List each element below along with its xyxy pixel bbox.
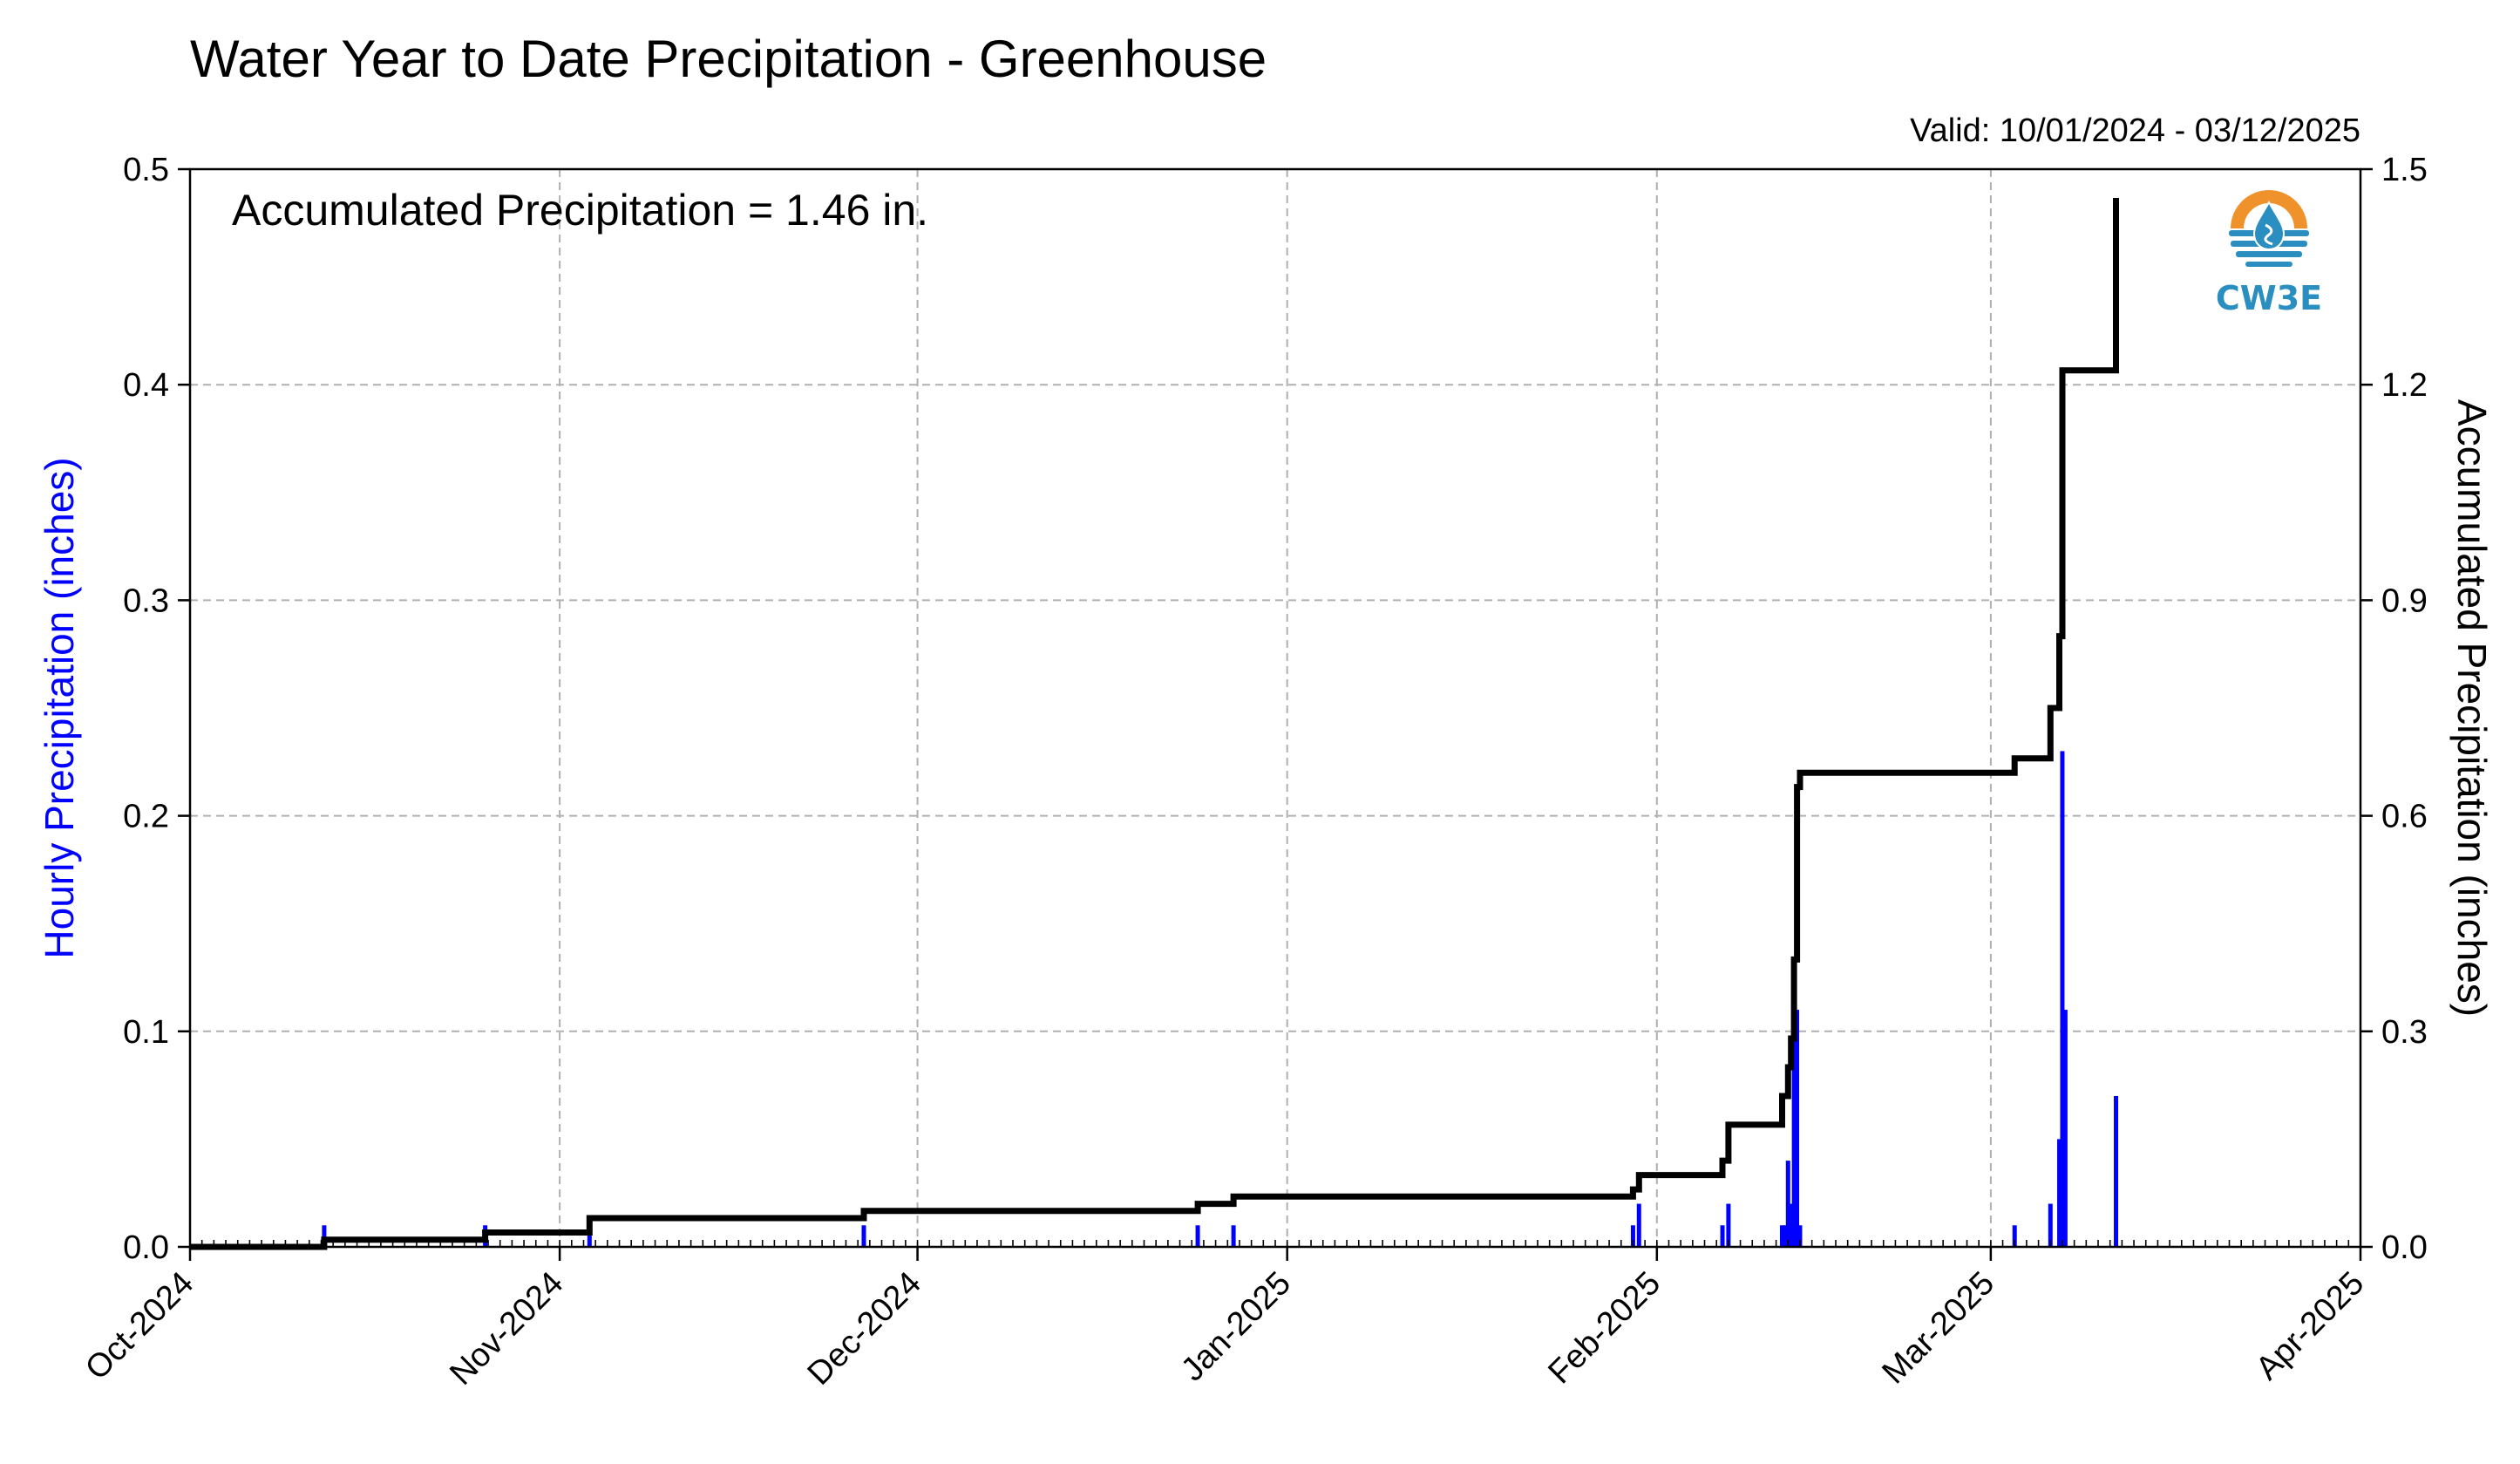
right-y-tick-label: 1.2 bbox=[2381, 367, 2428, 404]
x-tick-label: Mar-2025 bbox=[1876, 1265, 2002, 1392]
hourly-bar bbox=[2012, 1225, 2017, 1247]
hourly-bar bbox=[1636, 1203, 1641, 1247]
logo-drop-swirl bbox=[2264, 223, 2273, 246]
left-y-tick-label: 0.2 bbox=[123, 799, 169, 835]
x-tick-label: Feb-2025 bbox=[1541, 1265, 1668, 1392]
hourly-bar bbox=[322, 1225, 327, 1247]
x-axis-ticks bbox=[188, 1240, 2362, 1261]
grid-lines bbox=[190, 169, 2360, 1247]
right-y-tick-label: 0.6 bbox=[2381, 799, 2428, 835]
right-axis-ticks: 0.0 0.3 0.6 0.9 1.2 1.5 bbox=[2360, 152, 2428, 1266]
left-y-tick-label: 0.5 bbox=[123, 152, 169, 188]
hourly-bar bbox=[1720, 1225, 1725, 1247]
hourly-bar bbox=[861, 1225, 866, 1247]
left-y-tick-label: 0.4 bbox=[123, 367, 169, 404]
right-axis-label: Accumulated Precipitation (inches) bbox=[2449, 399, 2495, 1017]
left-y-tick-label: 0.3 bbox=[123, 582, 169, 619]
hourly-bar bbox=[1726, 1203, 1731, 1247]
left-y-tick-label: 0.0 bbox=[123, 1229, 169, 1266]
right-y-tick-label: 1.5 bbox=[2381, 152, 2428, 188]
hourly-bar bbox=[2060, 751, 2065, 1247]
plot-frame bbox=[188, 167, 2362, 1249]
hourly-bar bbox=[2114, 1095, 2119, 1247]
hourly-bars bbox=[322, 751, 2119, 1247]
left-axis-ticks: 0.0 0.1 0.2 0.3 0.4 0.5 bbox=[123, 152, 190, 1266]
hourly-bar bbox=[587, 1225, 592, 1247]
x-tick-label: Oct-2024 bbox=[78, 1265, 200, 1387]
hourly-bar bbox=[1795, 1010, 1800, 1247]
hourly-bar bbox=[1797, 1225, 1803, 1247]
x-tick-label: Nov-2024 bbox=[443, 1265, 570, 1393]
accumulated-annotation: Accumulated Precipitation = 1.46 in. bbox=[232, 186, 928, 235]
logo-wave-4 bbox=[2245, 262, 2292, 267]
valid-date-range: Valid: 10/01/2024 - 03/12/2025 bbox=[1910, 112, 2360, 149]
hourly-bar bbox=[1231, 1225, 1236, 1247]
hourly-bar bbox=[1789, 1203, 1794, 1247]
hourly-bar bbox=[1783, 1225, 1788, 1247]
left-y-tick-label: 0.1 bbox=[123, 1014, 169, 1051]
left-axis-label: Hourly Precipitation (inches) bbox=[37, 457, 82, 958]
hourly-bar bbox=[2048, 1203, 2053, 1247]
x-tick-label: Jan-2025 bbox=[1174, 1265, 1298, 1389]
hourly-bar bbox=[2057, 1139, 2062, 1247]
hourly-bar bbox=[1779, 1225, 1784, 1247]
x-tick-label: Apr-2025 bbox=[2249, 1265, 2371, 1387]
right-y-tick-label: 0.0 bbox=[2381, 1229, 2428, 1266]
right-y-tick-label: 0.3 bbox=[2381, 1014, 2428, 1051]
x-tick-label: Dec-2024 bbox=[801, 1265, 928, 1393]
hourly-bar bbox=[1785, 1161, 1790, 1247]
x-axis-labels: Oct-2024 Nov-2024 Dec-2024 Jan-2025 Feb-2025… bbox=[78, 1265, 2371, 1393]
chart-title: Water Year to Date Precipitation - Green… bbox=[190, 30, 1267, 88]
right-y-tick-label: 0.9 bbox=[2381, 582, 2428, 619]
logo-text: CW3E bbox=[2216, 279, 2322, 317]
hourly-bar bbox=[1630, 1225, 1635, 1247]
logo-wave-3 bbox=[2236, 251, 2302, 257]
cw3e-logo: CW3E bbox=[2216, 190, 2322, 317]
hourly-bar bbox=[2062, 1010, 2068, 1247]
hourly-bar bbox=[1791, 1031, 1797, 1247]
hourly-bar bbox=[1195, 1225, 1200, 1247]
accumulated-line bbox=[190, 198, 2119, 1250]
